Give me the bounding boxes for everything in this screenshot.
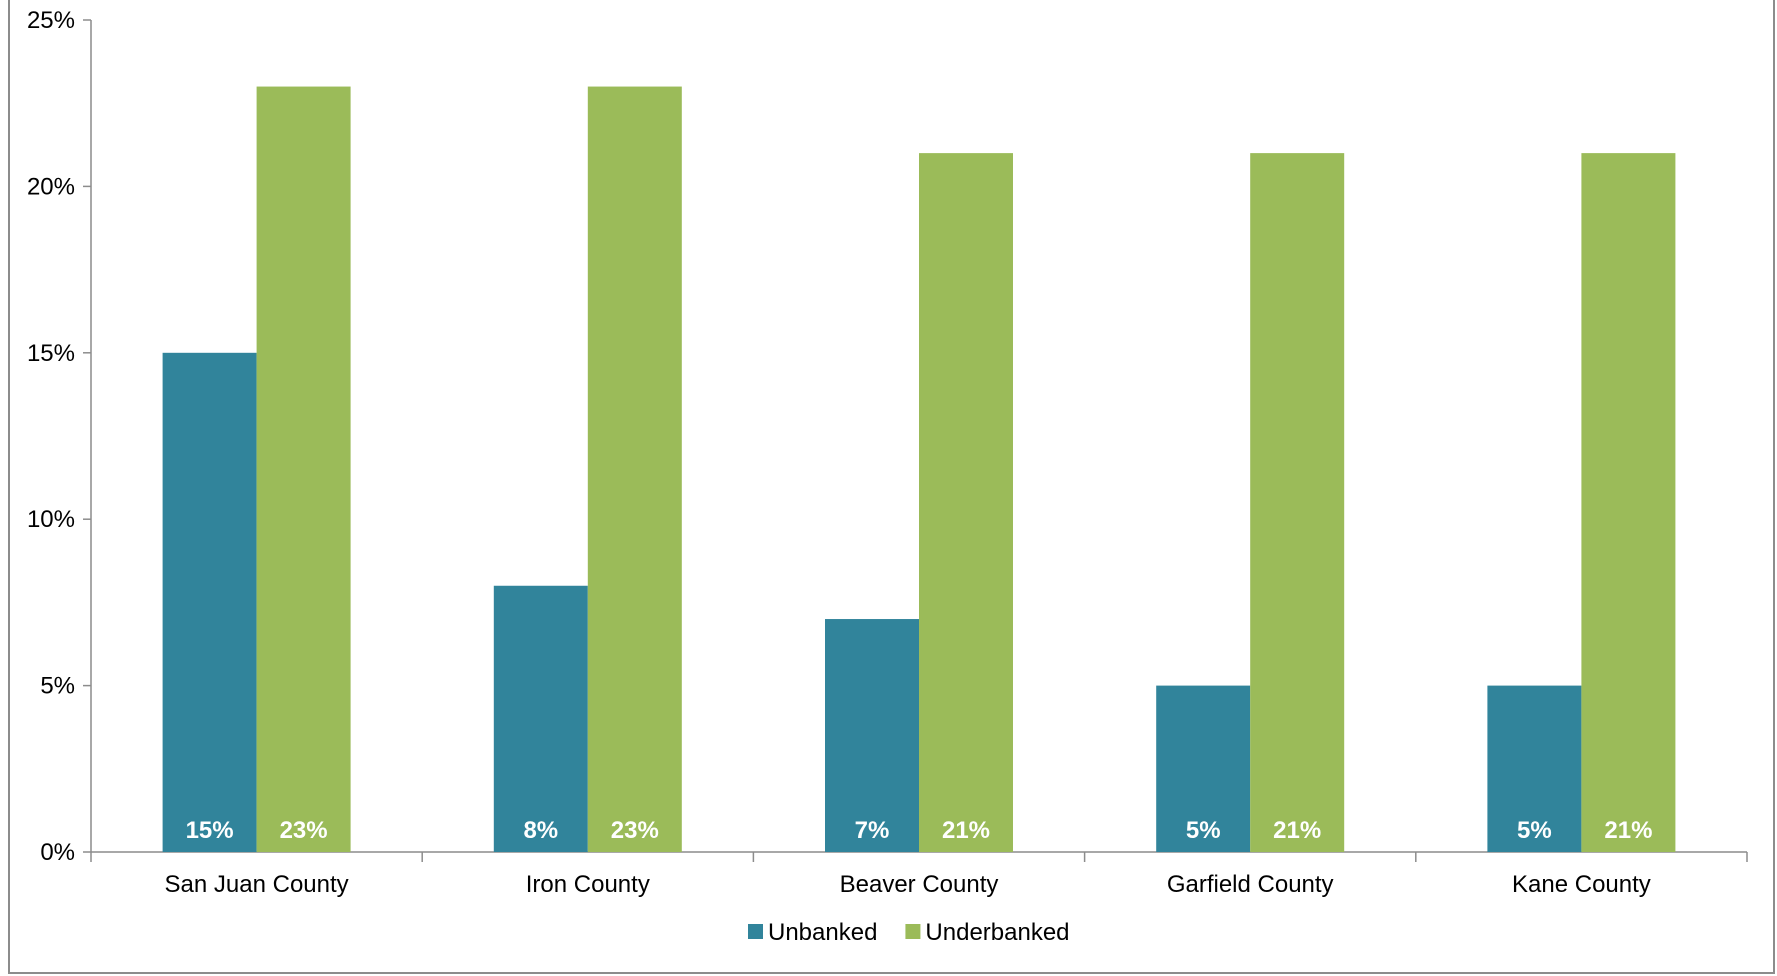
y-axis: 0% 5% 10% 15% 20% 25% bbox=[27, 7, 92, 866]
legend-label-underbanked: Underbanked bbox=[925, 919, 1069, 946]
x-tick-label: Kane County bbox=[1512, 871, 1651, 898]
bar-unbanked-2 bbox=[493, 585, 588, 852]
data-label: 8% bbox=[523, 817, 558, 844]
x-tick-label: San Juan County bbox=[165, 871, 349, 898]
data-label: 15% bbox=[186, 817, 234, 844]
data-label: 5% bbox=[1186, 817, 1221, 844]
bar-underbanked-3 bbox=[919, 153, 1013, 852]
data-label: 7% bbox=[855, 817, 890, 844]
legend-swatch-underbanked bbox=[905, 924, 921, 939]
data-label: 21% bbox=[1273, 817, 1321, 844]
bar-underbanked-5 bbox=[1581, 153, 1676, 852]
data-label: 23% bbox=[280, 817, 328, 844]
bar-underbanked-2 bbox=[587, 86, 682, 852]
data-label: 21% bbox=[1604, 817, 1652, 844]
y-tick-label: 5% bbox=[40, 673, 75, 700]
x-tick-label: Garfield County bbox=[1167, 871, 1334, 898]
legend-swatch-unbanked bbox=[748, 924, 763, 939]
bar-underbanked-1 bbox=[256, 86, 351, 852]
y-tick-label: 25% bbox=[27, 7, 75, 34]
bar-underbanked-4 bbox=[1250, 153, 1345, 852]
chart-frame bbox=[8, 0, 1775, 974]
y-tick-label: 0% bbox=[40, 839, 75, 866]
data-label: 23% bbox=[611, 817, 659, 844]
bars bbox=[162, 86, 1676, 852]
x-tick-label: Iron County bbox=[526, 871, 650, 898]
x-axis: San Juan County Iron County Beaver County G… bbox=[90, 851, 1748, 898]
data-labels: 15% 23% 8% 23% 7% 21% 5% 21% 5% 21% bbox=[186, 817, 1653, 844]
bar-unbanked-1 bbox=[162, 352, 257, 852]
y-tick-label: 20% bbox=[27, 173, 75, 200]
bar-unbanked-3 bbox=[825, 619, 919, 852]
legend-label-unbanked: Unbanked bbox=[768, 919, 877, 946]
y-tick-label: 10% bbox=[27, 506, 75, 533]
data-label: 5% bbox=[1517, 817, 1552, 844]
data-label: 21% bbox=[942, 817, 990, 844]
legend: Unbanked Underbanked bbox=[748, 919, 1070, 946]
x-tick-label: Beaver County bbox=[840, 871, 999, 898]
bar-unbanked-4 bbox=[1156, 685, 1251, 852]
bar-unbanked-5 bbox=[1487, 685, 1582, 852]
y-tick-label: 15% bbox=[27, 340, 75, 367]
